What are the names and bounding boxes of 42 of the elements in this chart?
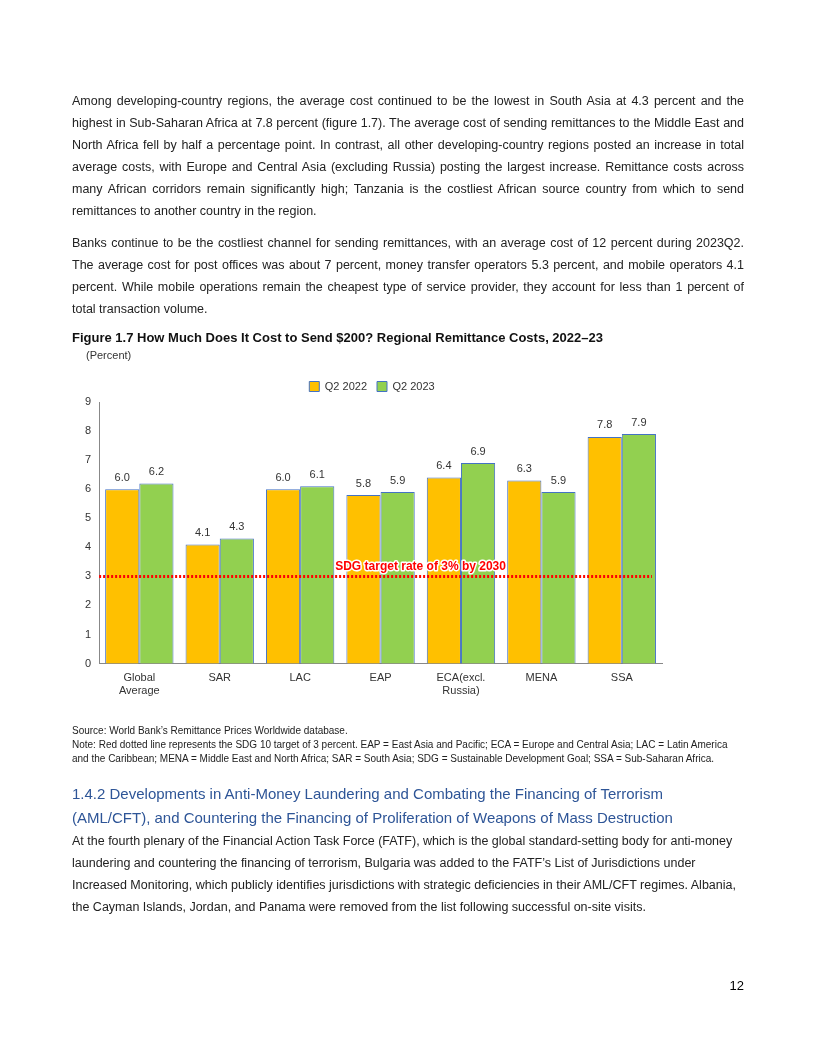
data-label: 6.2 xyxy=(148,464,165,477)
text: Note: Red dotted line represents the SDG 10 target of 3 percent. EAP = East Asia and Pacific; ECA = Europe and Central Asia; LAC = Latin America and the Caribbean; MENA = Middle East and North Africa; SAR = South Asia; SDG = Sustainable Development Goal; SSA = Sub-Saharan Africa. xyxy=(72,738,729,766)
y-tick-label: 1 xyxy=(84,627,92,640)
y-tick-label: 4 xyxy=(84,540,92,553)
legend-label: Q2 2023 xyxy=(392,379,435,392)
x-tick-label: ECA(excl. Russia) xyxy=(436,671,486,697)
y-tick-label: 3 xyxy=(84,569,92,582)
x-tick-label: SSA xyxy=(610,671,634,684)
data-label: 4.3 xyxy=(229,520,245,533)
data-label: 6.0 xyxy=(114,470,130,483)
data-label: 7.9 xyxy=(631,415,647,428)
source-note: Source: World Bank’s Remittance Prices Worldwide database. xyxy=(72,724,349,738)
x-tick-label: EAP xyxy=(369,671,392,684)
x-tick-label: Global Average xyxy=(118,671,160,697)
data-label: 5.8 xyxy=(355,476,372,489)
data-label: 6.9 xyxy=(470,444,486,457)
data-label: 5.9 xyxy=(390,473,406,486)
legend-label: Q2 2022 xyxy=(324,379,367,392)
data-label: 7.8 xyxy=(597,418,613,431)
text: Banks continue to be the costliest channel for sending remittances, with an average cost of 12 percent during 2023Q2. The average cost for post offices was about 7 percent, money transfer operators 5.3 percent, and mobile operators 4.1 percent. While mobile operations remain the cheapest type of service provider, they account for less than 1 percent of total transaction volume. xyxy=(72,235,744,318)
y-axis-title: (Percent) xyxy=(86,349,133,361)
x-tick-label: MENA xyxy=(525,671,558,684)
text: 1.4.2 Developments in Anti-Money Laundering and Combating the Financing of Terrorism (AML/CFT), and Countering the Financing of Proliferation of Weapons of Mass Destruction xyxy=(72,784,674,828)
chart-title: Figure 1.7 How Much Does It Cost to Send $200? Regional Remittance Costs, 2022–23 xyxy=(72,330,604,345)
y-tick-label: 2 xyxy=(84,598,92,611)
x-tick-label: SAR xyxy=(208,671,232,684)
text: At the fourth plenary of the Financial Action Task Force (FATF), which is the global standard-setting body for anti-money laundering and countering the financing of terrorism, Bulgaria was added to the FATF’s List of Jurisdictions under Increased Monitoring, which publicly identifies jurisdictions with strategic deficiencies in their AML/CFT regimes. Albania, the Cayman Islands, Jordan, and Panama were removed from the list following successful on-site visits. xyxy=(72,833,737,916)
y-tick-label: 5 xyxy=(84,511,92,524)
data-label: 6.3 xyxy=(516,462,532,475)
x-tick-label: LAC xyxy=(289,671,311,684)
text: Among developing-country regions, the average cost continued to be the lowest in South Asia at 4.3 percent and the highest in Sub-Saharan Africa at 7.8 percent (figure 1.7). The average cost of sending remittances to the Middle East and North Africa fell by half a percentage point. In contrast, all other developing-country regions posted an increase in total average costs, with Europe and Central Asia (excluding Russia) posting the largest increase. Remittance costs across many African corridors remain significantly high; Tanzania is the costliest African source country from which to send remittances to another country in the region. xyxy=(72,93,744,220)
text: 12 xyxy=(729,978,744,993)
data-label: 6.1 xyxy=(309,467,325,480)
y-tick-label: 6 xyxy=(84,482,92,495)
data-label: 6.0 xyxy=(275,470,291,483)
data-label: 5.9 xyxy=(550,473,567,486)
y-tick-label: 9 xyxy=(84,395,92,408)
data-label: 4.1 xyxy=(195,525,211,538)
y-tick-label: 7 xyxy=(84,453,92,466)
y-tick-label: 8 xyxy=(84,424,92,437)
data-label: 6.4 xyxy=(436,459,452,472)
y-tick-label: 0 xyxy=(84,656,92,669)
